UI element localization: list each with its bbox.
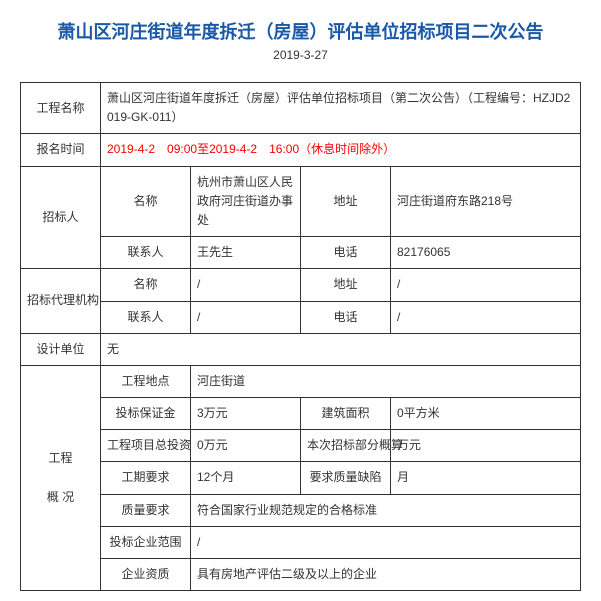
label-tenderer: 招标人 — [21, 166, 101, 269]
label-project-name: 工程名称 — [21, 83, 101, 134]
label-bidder-scope: 投标企业范围 — [101, 526, 191, 558]
value-signup-time: 2019-4-2 09:00至2019-4-2 16:00（休息时间除外） — [101, 134, 581, 166]
table-row: 工程名称 萧山区河庄街道年度拆迁（房屋）评估单位招标项目（第二次公告）（工程编号… — [21, 83, 581, 134]
value-project-name: 萧山区河庄街道年度拆迁（房屋）评估单位招标项目（第二次公告）（工程编号：HZJD… — [101, 83, 581, 134]
value-agency-name: / — [191, 269, 301, 301]
page-title: 萧山区河庄街道年度拆迁（房屋）评估单位招标项目二次公告 — [20, 10, 581, 48]
label-quality-defect: 要求质量缺陷 — [301, 462, 391, 494]
info-table: 工程名称 萧山区河庄街道年度拆迁（房屋）评估单位招标项目（第二次公告）（工程编号… — [20, 82, 581, 591]
label-phone: 电话 — [301, 237, 391, 269]
table-row: 招标人 名称 杭州市萧山区人民政府河庄街道办事处 地址 河庄街道府东路218号 — [21, 166, 581, 237]
label-signup-time: 报名时间 — [21, 134, 101, 166]
label-deposit: 投标保证金 — [101, 398, 191, 430]
value-design-unit: 无 — [101, 333, 581, 365]
label-phone: 电话 — [301, 301, 391, 333]
value-bidder-scope: / — [191, 526, 581, 558]
value-tenderer-contact: 王先生 — [191, 237, 301, 269]
value-tenderer-name: 杭州市萧山区人民政府河庄街道办事处 — [191, 166, 301, 237]
value-qualification: 具有房地产评估二级及以上的企业 — [191, 559, 581, 591]
label-area: 建筑面积 — [301, 398, 391, 430]
label-location: 工程地点 — [101, 365, 191, 397]
label-address: 地址 — [301, 166, 391, 237]
table-row: 联系人 / 电话 / — [21, 301, 581, 333]
table-row: 工程项目总投资 0万元 本次招标部分概算 万元 — [21, 430, 581, 462]
table-row: 招标代理机构 名称 / 地址 / — [21, 269, 581, 301]
label-agency: 招标代理机构 — [21, 269, 101, 333]
value-agency-contact: / — [191, 301, 301, 333]
value-tenderer-addr: 河庄街道府东路218号 — [391, 166, 581, 237]
table-row: 投标保证金 3万元 建筑面积 0平方米 — [21, 398, 581, 430]
label-duration: 工期要求 — [101, 462, 191, 494]
table-row: 联系人 王先生 电话 82176065 — [21, 237, 581, 269]
label-bid-budget: 本次招标部分概算 — [301, 430, 391, 462]
value-location: 河庄街道 — [191, 365, 581, 397]
table-row: 设计单位 无 — [21, 333, 581, 365]
value-quality-req: 符合国家行业规范规定的合格标准 — [191, 494, 581, 526]
label-name: 名称 — [101, 166, 191, 237]
overview-line2: 概 况 — [47, 490, 74, 504]
label-overview: 工程 概 况 — [21, 365, 101, 590]
value-tenderer-phone: 82176065 — [391, 237, 581, 269]
value-quality-defect: 月 — [391, 462, 581, 494]
table-row: 工期要求 12个月 要求质量缺陷 月 — [21, 462, 581, 494]
label-contact: 联系人 — [101, 237, 191, 269]
value-area: 0平方米 — [391, 398, 581, 430]
label-total-invest: 工程项目总投资 — [101, 430, 191, 462]
label-address: 地址 — [301, 269, 391, 301]
page-date: 2019-3-27 — [20, 48, 581, 82]
label-quality-req: 质量要求 — [101, 494, 191, 526]
table-row: 报名时间 2019-4-2 09:00至2019-4-2 16:00（休息时间除… — [21, 134, 581, 166]
value-agency-addr: / — [391, 269, 581, 301]
table-row: 工程 概 况 工程地点 河庄街道 — [21, 365, 581, 397]
value-total-invest: 0万元 — [191, 430, 301, 462]
value-bid-budget: 万元 — [391, 430, 581, 462]
label-name: 名称 — [101, 269, 191, 301]
label-design-unit: 设计单位 — [21, 333, 101, 365]
label-qualification: 企业资质 — [101, 559, 191, 591]
table-row: 企业资质 具有房地产评估二级及以上的企业 — [21, 559, 581, 591]
label-contact: 联系人 — [101, 301, 191, 333]
overview-line1: 工程 — [48, 451, 72, 465]
table-row: 质量要求 符合国家行业规范规定的合格标准 — [21, 494, 581, 526]
value-agency-phone: / — [391, 301, 581, 333]
table-row: 投标企业范围 / — [21, 526, 581, 558]
value-deposit: 3万元 — [191, 398, 301, 430]
value-duration: 12个月 — [191, 462, 301, 494]
